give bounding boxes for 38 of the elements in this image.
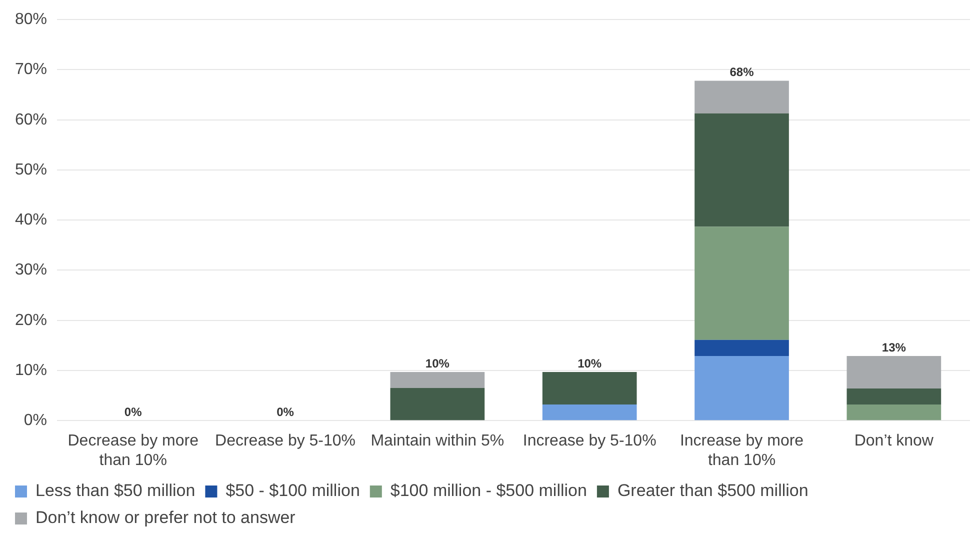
bar xyxy=(542,372,637,405)
y-tick-label: 60% xyxy=(14,111,48,128)
y-tick-label: 40% xyxy=(14,212,48,229)
y-tick-label: 70% xyxy=(14,61,48,78)
bar xyxy=(694,113,789,227)
x-tick-label: Increase by more than 10% xyxy=(680,432,804,469)
y-tick-label: 30% xyxy=(14,262,48,279)
bar xyxy=(694,356,789,420)
y-tick-label: 50% xyxy=(14,161,48,178)
x-tick-label: Decrease by more than 10% xyxy=(68,432,199,469)
bar xyxy=(542,404,637,420)
y-tick-label: 80% xyxy=(14,11,48,28)
total-label: 10% xyxy=(425,356,450,370)
bar xyxy=(846,404,942,420)
bar xyxy=(390,372,485,388)
y-tick-label: 20% xyxy=(14,312,48,329)
bar xyxy=(694,226,789,340)
x-tick-label: Decrease by 5-10% xyxy=(215,432,356,450)
x-tick-label: Increase by 5-10% xyxy=(522,432,656,450)
legend-label: Don’t know or prefer not to answer xyxy=(36,508,296,528)
y-tick-label: 10% xyxy=(14,362,48,379)
legend-label: Less than $50 million xyxy=(36,481,196,500)
total-label: 68% xyxy=(730,65,754,80)
bar xyxy=(846,388,942,405)
bar xyxy=(390,388,485,420)
legend-label: Greater than $500 million xyxy=(617,481,808,500)
total-label: 10% xyxy=(578,356,602,370)
bar xyxy=(694,80,789,114)
y-tick-label: 0% xyxy=(24,412,48,430)
legend-label: $50 - $100 million xyxy=(226,481,360,500)
total-label: 13% xyxy=(882,340,906,354)
x-tick-label: Don’t know xyxy=(854,432,934,450)
bar xyxy=(846,356,942,389)
legend-label: $100 million - $500 million xyxy=(390,481,587,500)
bar xyxy=(694,340,789,356)
x-tick-label: Maintain within 5% xyxy=(370,432,504,450)
total-label: 0% xyxy=(276,404,294,419)
total-label: 0% xyxy=(124,404,142,419)
